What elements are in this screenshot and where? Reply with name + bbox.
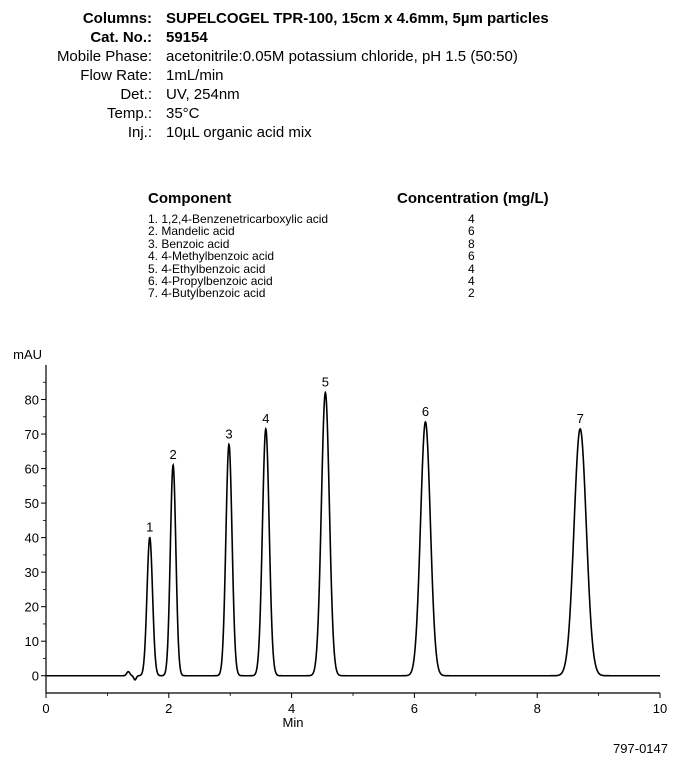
- condition-row: Inj.: 10µL organic acid mix: [0, 124, 312, 142]
- component-name: 4. 4-Methylbenzoic acid: [148, 249, 275, 264]
- condition-value: UV, 254nm: [166, 86, 240, 103]
- condition-row: Flow Rate: 1mL/min: [0, 67, 223, 85]
- condition-value: SUPELCOGEL TPR-100, 15cm x 4.6mm, 5µm pa…: [166, 10, 549, 27]
- condition-row: Cat. No.: 59154: [0, 29, 207, 47]
- component-concentration: 6: [468, 224, 475, 239]
- y-tick-label: 40: [25, 531, 39, 546]
- y-tick-label: 10: [25, 634, 39, 649]
- peak-label: 7: [577, 411, 584, 426]
- component-name: 5. 4-Ethylbenzoic acid: [148, 261, 266, 276]
- x-tick-label: 10: [653, 701, 667, 716]
- condition-row: Det.: UV, 254nm: [0, 86, 239, 104]
- concentration-column-header: Concentration (mg/L): [397, 190, 549, 207]
- component-column-header: Component: [148, 190, 232, 207]
- condition-key: Cat. No.:: [90, 29, 152, 46]
- peak-label: 6: [422, 404, 429, 419]
- condition-value: 1mL/min: [166, 67, 224, 84]
- chromatogram-trace: [46, 390, 660, 681]
- y-axis-label: mAU: [13, 347, 42, 362]
- y-tick-label: 50: [25, 496, 39, 511]
- component-name: 7. 4-Butylbenzoic acid: [148, 286, 266, 301]
- component-concentration: 4: [468, 212, 475, 226]
- condition-row: Columns: SUPELCOGEL TPR-100, 15cm x 4.6mm…: [0, 10, 549, 28]
- x-tick-label: 6: [411, 701, 418, 716]
- condition-key: Columns:: [82, 10, 152, 27]
- component-concentration: 2: [468, 286, 475, 301]
- condition-row: Mobile Phase: acetonitrile:0.05M potassiu…: [0, 48, 518, 66]
- x-tick-label: 2: [165, 701, 172, 716]
- condition-row: Temp.: 35°C: [0, 105, 200, 123]
- component-name: 2. Mandelic acid: [148, 224, 235, 239]
- y-tick-label: 20: [25, 600, 39, 615]
- condition-key: Mobile Phase:: [56, 48, 152, 65]
- peak-label: 1: [146, 520, 153, 535]
- x-tick-label: 4: [288, 701, 295, 716]
- component-concentration: 6: [468, 249, 475, 264]
- peak-label: 5: [322, 375, 329, 390]
- y-tick-label: 60: [25, 462, 39, 477]
- condition-value: acetonitrile:0.05M potassium chloride, p…: [166, 48, 518, 65]
- x-axis-label: Min: [283, 715, 304, 730]
- component-name: 3. Benzoic acid: [148, 236, 230, 251]
- component-concentration: 8: [468, 236, 475, 251]
- y-tick-label: 30: [25, 565, 39, 580]
- component-concentration: 4: [468, 274, 475, 288]
- component-concentration: 4: [468, 261, 475, 276]
- condition-value: 10µL organic acid mix: [166, 124, 312, 141]
- condition-key: Temp.:: [106, 105, 152, 122]
- peak-label: 4: [262, 411, 269, 426]
- component-name: 6. 4-Propylbenzoic acid: [148, 274, 273, 288]
- condition-key: Det.:: [120, 86, 152, 103]
- y-tick-label: 0: [32, 669, 39, 684]
- peak-label: 3: [225, 426, 232, 441]
- figure-code: 797-0147: [613, 741, 668, 756]
- component-name: 1. 1,2,4-Benzenetricarboxylic acid: [148, 212, 329, 226]
- x-tick-label: 0: [42, 701, 49, 716]
- x-tick-label: 8: [534, 701, 541, 716]
- condition-value: 59154: [166, 29, 208, 46]
- y-tick-label: 70: [25, 427, 39, 442]
- condition-key: Flow Rate:: [80, 67, 152, 84]
- y-tick-label: 80: [25, 393, 39, 408]
- condition-key: Inj.:: [127, 124, 152, 141]
- peak-label: 2: [169, 447, 176, 462]
- condition-value: 35°C: [166, 105, 200, 122]
